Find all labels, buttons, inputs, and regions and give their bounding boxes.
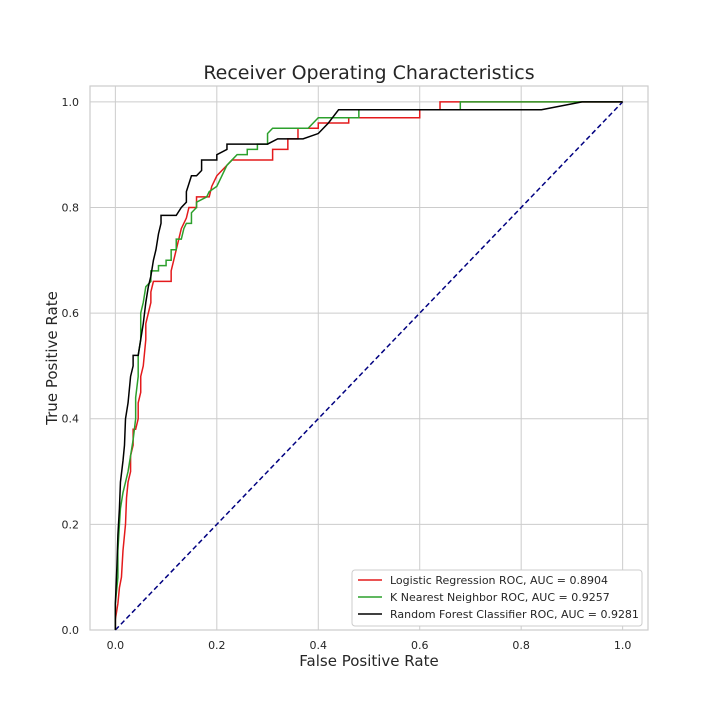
x-tick-label: 0.8 [512,639,530,652]
y-tick-label: 0.6 [62,307,80,320]
y-tick-label: 0.8 [62,201,80,214]
legend-box [351,569,643,627]
chart-title: Receiver Operating Characteristics [203,62,534,84]
y-tick-label: 0.4 [62,413,80,426]
legend: Logistic Regression ROC, AUC = 0.8904 K N… [351,569,643,627]
y-tick-label: 0.2 [62,518,80,531]
roc-line-k-nearest-neighbor [114,101,623,630]
y-tick-labels: 0.0 0.2 0.4 0.6 0.8 1.0 [62,96,80,637]
reference-diagonal-line [114,101,624,631]
legend-label-random-forest: Random Forest Classifier ROC, AUC = 0.92… [390,608,639,621]
legend-label-logistic-regression: Logistic Regression ROC, AUC = 0.8904 [390,574,608,587]
x-tick-labels: 0.0 0.2 0.4 0.6 0.8 1.0 [107,639,632,652]
y-tick-label: 0.0 [62,624,80,637]
grid-layer [90,86,648,631]
x-tick-label: 0.2 [208,639,226,652]
legend-items: Logistic Regression ROC, AUC = 0.8904 K N… [358,574,639,621]
x-tick-label: 0.0 [107,639,125,652]
x-tick-label: 0.4 [310,639,328,652]
x-tick-label: 0.6 [411,639,429,652]
legend-label-k-nearest-neighbor: K Nearest Neighbor ROC, AUC = 0.9257 [390,591,610,604]
y-tick-label: 1.0 [62,96,80,109]
reference-line-layer [114,101,624,631]
roc-line-random-forest [114,101,623,630]
roc-line-logistic-regression [114,101,623,630]
x-tick-label: 1.0 [614,639,632,652]
series-layer [114,101,623,630]
x-axis-label: False Positive Rate [299,652,438,670]
plot-frame [89,85,649,631]
y-axis-label: True Positive Rate [43,291,61,426]
